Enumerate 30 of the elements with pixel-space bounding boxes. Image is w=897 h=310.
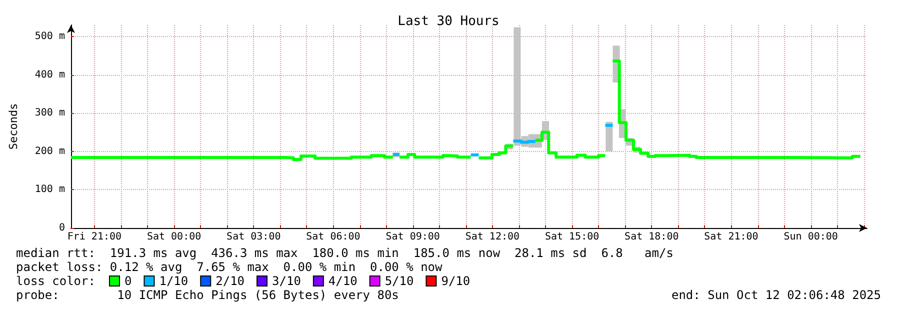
x-tick-label: Sat 03:00 — [226, 232, 281, 242]
y-tick-label: 200 m — [34, 146, 65, 157]
y-tick-label: 0 — [58, 222, 65, 234]
x-tick-label: Sat 06:00 — [306, 232, 360, 242]
x-tick-label: Sat 18:00 — [624, 232, 679, 242]
legend-label: 5/10 — [384, 274, 414, 288]
x-tick-label: Sat 21:00 — [704, 232, 758, 242]
x-tick-label: Sat 09:00 — [386, 232, 440, 242]
x-tick-label: Sat 12:00 — [465, 232, 520, 242]
chart-title: Last 30 Hours — [398, 14, 500, 29]
y-tick-label: 100 m — [34, 184, 65, 196]
y-tick-label: 300 m — [34, 108, 65, 119]
text: median rtt: 191.3 ms avg 436.3 ms max 180.0 ms min 185.0 ms now 28.1 ms sd 6.8 am/s — [16, 246, 674, 260]
legend-label: 3/10 — [272, 274, 301, 288]
y-axis-title: Seconds — [7, 103, 20, 150]
legend-label: 1/10 — [159, 274, 188, 288]
x-tick-label: Fri 21:00 — [67, 232, 122, 242]
text: end: Sun Oct 12 02:06:48 2025 — [671, 288, 881, 302]
x-tick-label: Sat 00:00 — [146, 232, 202, 242]
y-tick-label: 500 m — [34, 30, 65, 42]
legend-label: 0 — [124, 274, 132, 288]
x-tick-label: Sun 00:00 — [784, 232, 838, 242]
legend-label: 2/10 — [216, 274, 245, 288]
y-tick-label: 400 m — [34, 69, 65, 80]
x-tick-label: Sat 15:00 — [544, 232, 600, 242]
text: packet loss: 0.12 % avg 7.65 % max 0.00 % min 0.00 % now — [16, 260, 444, 274]
text: probe: 10 ICMP Echo Pings (56 Bytes) every 80s — [16, 288, 399, 302]
legend-label: 4/10 — [328, 274, 358, 288]
legend-title: loss color: — [16, 274, 96, 288]
legend-label: 9/10 — [441, 274, 470, 288]
